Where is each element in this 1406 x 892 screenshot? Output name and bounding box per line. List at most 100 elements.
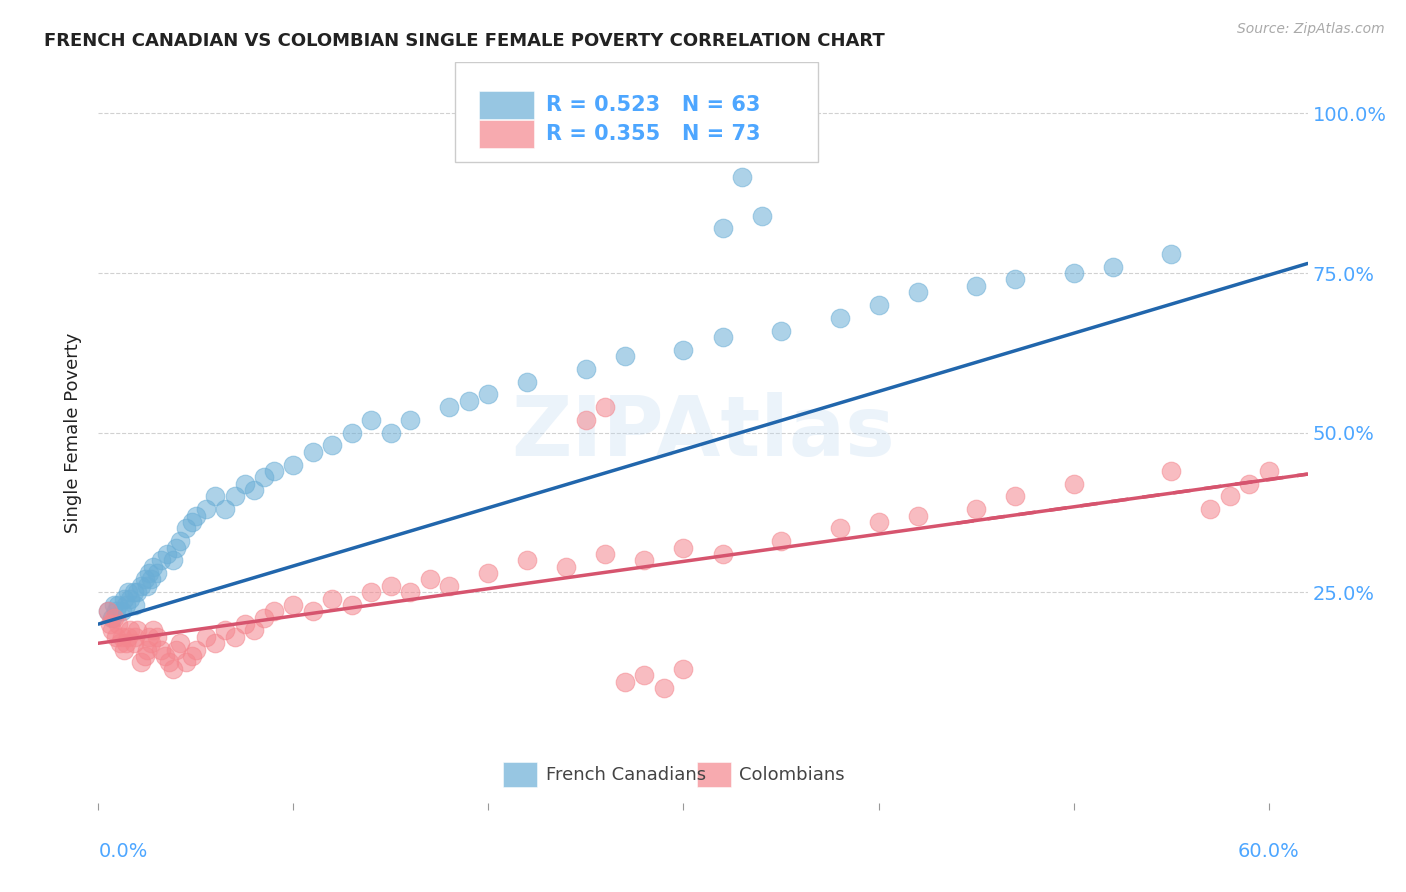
Point [243,624,266,638]
Point [1257,464,1279,478]
Point [360,413,382,427]
Point [204,490,226,504]
Point [165,642,187,657]
Text: R = 0.355   N = 73: R = 0.355 N = 73 [546,124,761,145]
Text: ZIPAtlas: ZIPAtlas [510,392,896,473]
Point [214,624,236,638]
Point [769,324,792,338]
Point [1199,502,1222,516]
Point [124,630,146,644]
Point [112,642,135,657]
Point [263,464,285,478]
Point [868,515,890,529]
Point [302,444,325,458]
Point [108,636,131,650]
Point [153,648,176,663]
Point [194,502,217,516]
Point [181,515,204,529]
Point [575,361,598,376]
Point [751,209,773,223]
Point [103,598,125,612]
Point [965,278,987,293]
Point [380,579,402,593]
Point [149,553,172,567]
Point [439,400,461,414]
Point [595,547,617,561]
Point [1219,490,1241,504]
Point [118,591,141,606]
Point [360,585,382,599]
Point [283,598,305,612]
Point [1237,476,1260,491]
Point [174,656,197,670]
Point [1160,247,1182,261]
Point [575,413,598,427]
Point [165,541,187,555]
Point [633,668,655,682]
Point [114,598,136,612]
Point [652,681,675,695]
Point [104,630,127,644]
Point [253,611,276,625]
FancyBboxPatch shape [456,62,818,162]
Text: R = 0.523   N = 63: R = 0.523 N = 63 [546,95,761,115]
Point [146,566,169,580]
Point [103,611,125,625]
Point [321,438,343,452]
Point [181,648,204,663]
Point [131,656,153,670]
Point [224,630,246,644]
Point [711,330,734,344]
Point [711,547,734,561]
Point [138,630,160,644]
Point [595,400,617,414]
Point [302,604,325,618]
Point [263,604,285,618]
Point [399,585,422,599]
Text: FRENCH CANADIAN VS COLOMBIAN SINGLE FEMALE POVERTY CORRELATION CHART: FRENCH CANADIAN VS COLOMBIAN SINGLE FEMA… [44,32,884,50]
Point [439,579,461,593]
Point [157,656,180,670]
Point [1004,490,1026,504]
Point [149,642,172,657]
Point [118,624,141,638]
Point [1063,476,1085,491]
Point [169,534,191,549]
Point [614,349,637,363]
Bar [479,91,534,119]
Point [1004,272,1026,286]
Point [1063,266,1085,280]
Point [131,579,153,593]
Point [731,170,754,185]
Bar [697,762,731,787]
Point [139,636,162,650]
Point [458,393,481,408]
Point [477,566,499,580]
Point [399,413,422,427]
Point [174,521,197,535]
Point [633,553,655,567]
Point [162,553,184,567]
Point [184,642,207,657]
Point [828,310,851,325]
Point [419,573,441,587]
Point [204,636,226,650]
Point [516,375,538,389]
Point [107,617,129,632]
Point [139,573,162,587]
Point [614,674,637,689]
Point [111,604,134,618]
Point [124,598,146,612]
Point [214,502,236,516]
Text: French Canadians: French Canadians [546,765,706,784]
Point [672,662,695,676]
Point [253,470,276,484]
Point [112,591,135,606]
Point [122,585,145,599]
Point [114,636,136,650]
Point [117,630,139,644]
Point [122,636,145,650]
Point [1160,464,1182,478]
Point [516,553,538,567]
Point [101,624,124,638]
